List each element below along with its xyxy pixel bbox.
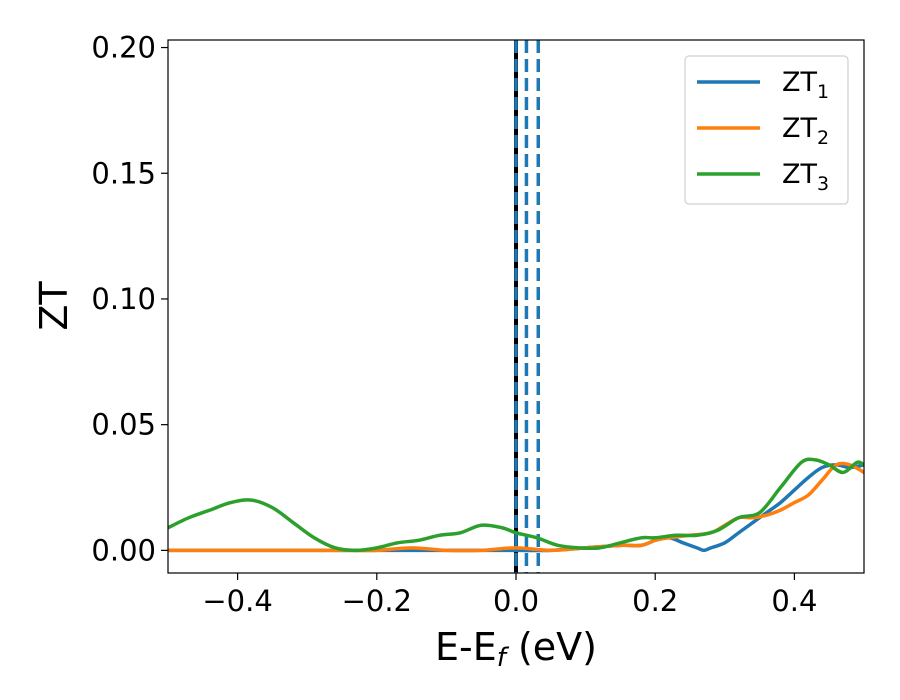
x-axis-label: E-Ef (eV) <box>435 625 597 673</box>
x-axis-label-main: E-E <box>435 625 497 669</box>
legend-label-subscript: 2 <box>817 127 829 149</box>
x-tick-label: 0.4 <box>771 584 817 618</box>
y-axis: 0.00 0.05 0.10 0.15 0.20 <box>91 31 168 567</box>
legend-box <box>684 55 849 205</box>
legend-label-main: ZT <box>782 67 817 98</box>
legend-label-1: ZT1 <box>782 67 829 103</box>
x-tick-label: −0.2 <box>342 584 412 618</box>
legend-label-main: ZT <box>782 159 817 190</box>
y-tick-label: 0.00 <box>91 533 156 567</box>
y-tick-label: 0.05 <box>91 408 156 442</box>
y-tick-label: 0.20 <box>91 31 156 65</box>
legend-label-subscript: 1 <box>817 81 829 103</box>
x-tick-label: 0.0 <box>493 584 539 618</box>
y-axis-label: ZT <box>32 281 76 331</box>
legend-label-3: ZT3 <box>782 159 829 195</box>
y-tick-label: 0.15 <box>91 156 156 190</box>
x-axis: −0.4 −0.2 0.0 0.2 0.4 <box>202 573 817 618</box>
series-layer <box>168 457 864 553</box>
vertical-reference-lines <box>514 40 541 573</box>
legend-label-subscript: 3 <box>817 173 829 195</box>
series-line-3 <box>168 457 864 553</box>
legend-label-main: ZT <box>782 113 817 144</box>
x-axis-label-unit: (eV) <box>506 625 597 669</box>
x-tick-label: −0.4 <box>202 584 272 618</box>
y-tick-label: 0.10 <box>91 282 156 316</box>
legend-label-2: ZT2 <box>782 113 829 149</box>
x-tick-label: 0.2 <box>632 584 678 618</box>
